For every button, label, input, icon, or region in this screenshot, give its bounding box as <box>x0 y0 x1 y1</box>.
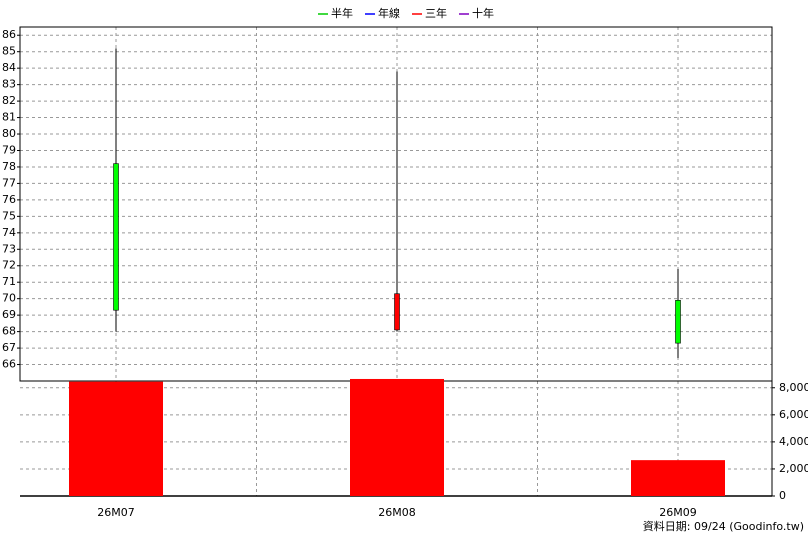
y2-tick-label: 4,000 <box>779 435 808 448</box>
y-tick-label: 74 <box>2 226 16 239</box>
y-tick-label: 67 <box>2 341 16 354</box>
y-tick-label: 86 <box>2 28 16 41</box>
legend-label: 十年 <box>472 6 494 20</box>
y-tick-label: 81 <box>2 111 16 124</box>
volume-bar <box>350 378 444 496</box>
footer-note: 資料日期: 09/24 (Goodinfo.tw) <box>643 519 804 533</box>
candle-body <box>394 293 400 331</box>
y-tick-label: 82 <box>2 94 16 107</box>
x-tick-label: 26M07 <box>97 506 135 519</box>
y2-tick-label: 2,000 <box>779 462 808 475</box>
x-tick-label: 26M09 <box>659 506 697 519</box>
y-tick-label: 66 <box>2 358 16 371</box>
y-tick-label: 84 <box>2 61 16 74</box>
y-tick-label: 77 <box>2 176 16 189</box>
y-tick-label: 76 <box>2 193 16 206</box>
y-tick-label: 73 <box>2 242 16 255</box>
y2-tick-label: 0 <box>779 489 786 502</box>
y-tick-label: 83 <box>2 78 16 91</box>
y2-tick-label: 6,000 <box>779 408 808 421</box>
y2-tick-label: 8,000 <box>779 381 808 394</box>
y-tick-label: 75 <box>2 209 16 222</box>
candle-body <box>675 300 681 344</box>
x-tick-label: 26M08 <box>378 506 416 519</box>
y-tick-label: 80 <box>2 127 16 140</box>
y-tick-label: 78 <box>2 160 16 173</box>
y-tick-label: 72 <box>2 259 16 272</box>
y-tick-label: 69 <box>2 308 16 321</box>
legend-label: 半年 <box>331 6 353 20</box>
y-tick-label: 70 <box>2 292 16 305</box>
legend-label: 三年 <box>425 6 447 20</box>
y-tick-label: 68 <box>2 325 16 338</box>
y-tick-label: 85 <box>2 45 16 58</box>
y-tick-label: 79 <box>2 143 16 156</box>
y-tick-label: 71 <box>2 275 16 288</box>
candle-body <box>113 163 119 311</box>
legend-label: 年線 <box>378 6 400 20</box>
volume-bar <box>631 460 725 496</box>
volume-bar <box>69 381 163 496</box>
